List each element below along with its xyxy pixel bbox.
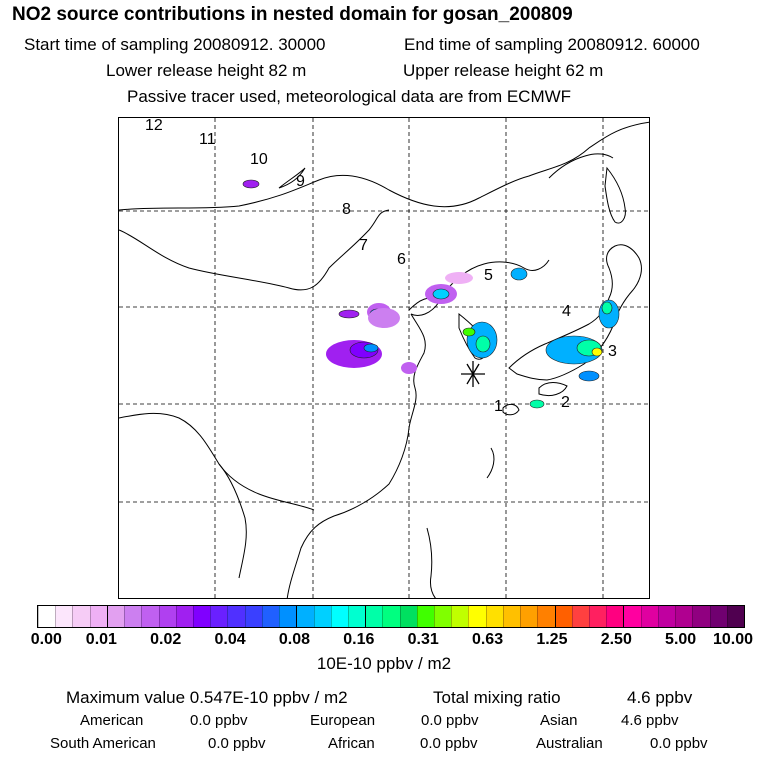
- american-label: American: [80, 712, 144, 729]
- traj-label-3: 3: [608, 343, 617, 360]
- traj-label-9: 9: [296, 173, 305, 190]
- traj-label-12: 12: [145, 118, 163, 134]
- concentration-plumes: [242, 179, 620, 409]
- traj-label-10: 10: [250, 151, 268, 168]
- asian-label: Asian: [540, 712, 578, 729]
- color-swatch: [296, 606, 314, 627]
- total-mixing-value: 4.6 ppbv: [627, 688, 693, 707]
- european-value: 0.0 ppbv: [421, 712, 479, 729]
- color-swatch: [675, 606, 693, 627]
- color-swatch: [416, 606, 435, 627]
- colorbar-tick-label: 1.25: [536, 631, 568, 648]
- color-swatch: [261, 606, 280, 627]
- colorbar-unit-label: 10E-10 ppbv / m2: [316, 654, 452, 673]
- color-swatch: [279, 606, 297, 627]
- colorbar-tick-label: 10.00: [712, 631, 754, 648]
- color-swatch: [537, 606, 555, 627]
- upper-release-label: Upper release height 62 m: [403, 61, 604, 80]
- traj-label-1: 1: [494, 398, 503, 415]
- coastlines: [119, 121, 649, 598]
- color-swatch: [468, 606, 486, 627]
- american-value: 0.0 ppbv: [190, 712, 248, 729]
- color-swatch: [623, 606, 641, 627]
- color-swatch: [347, 606, 366, 627]
- lower-release-label: Lower release height 82 m: [106, 61, 307, 80]
- end-time-label: End time of sampling 20080912. 60000: [404, 35, 700, 54]
- color-swatch: [554, 606, 572, 627]
- color-swatch: [589, 606, 607, 627]
- color-swatch: [485, 606, 503, 627]
- color-swatch: [502, 606, 521, 627]
- receptor-star: [461, 361, 485, 387]
- traj-label-6: 6: [397, 251, 406, 268]
- color-swatch: [124, 606, 142, 627]
- map-panel: 1 2 3 4 5 6 7 8 9 10 11 12: [118, 117, 650, 599]
- color-swatch: [382, 606, 400, 627]
- color-swatch: [210, 606, 228, 627]
- african-label: African: [328, 735, 375, 752]
- traj-label-2: 2: [561, 394, 570, 411]
- start-time-label: Start time of sampling 20080912. 30000: [24, 35, 326, 54]
- asian-value: 4.6 ppbv: [621, 712, 679, 729]
- color-swatch: [709, 606, 727, 627]
- color-swatch: [330, 606, 348, 627]
- colorbar-tick-label: 0.00: [30, 631, 62, 648]
- colorbar-tick-label: 2.50: [600, 631, 632, 648]
- african-value: 0.0 ppbv: [420, 735, 478, 752]
- color-swatch: [399, 606, 417, 627]
- australian-value: 0.0 ppbv: [650, 735, 708, 752]
- color-swatch: [434, 606, 452, 627]
- map-canvas: 1 2 3 4 5 6 7 8 9 10 11 12: [119, 118, 649, 598]
- color-swatch: [657, 606, 676, 627]
- color-swatch: [106, 606, 125, 627]
- colorbar-tick-label: 0.31: [407, 631, 439, 648]
- page-title: NO2 source contributions in nested domai…: [12, 4, 573, 25]
- color-swatch: [89, 606, 107, 627]
- australian-label: Australian: [536, 735, 603, 752]
- color-swatch: [571, 606, 589, 627]
- traj-label-11: 11: [199, 131, 216, 148]
- color-swatch: [175, 606, 193, 627]
- color-swatch: [451, 606, 469, 627]
- color-swatch: [38, 606, 56, 627]
- color-swatch: [365, 606, 383, 627]
- color-scale-bar: [37, 605, 745, 628]
- color-swatch: [244, 606, 262, 627]
- european-label: European: [310, 712, 376, 729]
- color-swatch: [141, 606, 159, 627]
- colorbar-tick-label: 0.02: [150, 631, 182, 648]
- color-swatch: [640, 606, 658, 627]
- colorbar-tick-label: 0.01: [85, 631, 117, 648]
- color-swatch: [606, 606, 624, 627]
- color-swatch: [520, 606, 538, 627]
- traj-label-8: 8: [342, 201, 351, 218]
- south-american-value: 0.0 ppbv: [208, 735, 266, 752]
- total-mixing-label: Total mixing ratio: [433, 688, 561, 707]
- colorbar-tick-label: 5.00: [665, 631, 697, 648]
- south-american-label: South American: [50, 735, 156, 752]
- color-swatch: [227, 606, 245, 627]
- color-swatch: [72, 606, 90, 627]
- color-swatch: [726, 606, 744, 627]
- colorbar-tick-label: 0.16: [343, 631, 375, 648]
- traj-label-7: 7: [359, 237, 368, 254]
- color-swatch: [55, 606, 73, 627]
- colorbar-tick-label: 0.08: [278, 631, 311, 648]
- traj-label-4: 4: [562, 303, 571, 320]
- traj-label-5: 5: [484, 267, 493, 284]
- colorbar-tick-label: 0.63: [471, 631, 504, 648]
- color-swatch: [192, 606, 211, 627]
- color-swatch: [158, 606, 176, 627]
- colorbar-tick-label: 0.04: [214, 631, 246, 648]
- tracer-note: Passive tracer used, meteorological data…: [127, 87, 572, 106]
- max-value-label: Maximum value 0.547E-10 ppbv / m2: [66, 688, 348, 707]
- color-swatch: [692, 606, 710, 627]
- color-swatch: [313, 606, 331, 627]
